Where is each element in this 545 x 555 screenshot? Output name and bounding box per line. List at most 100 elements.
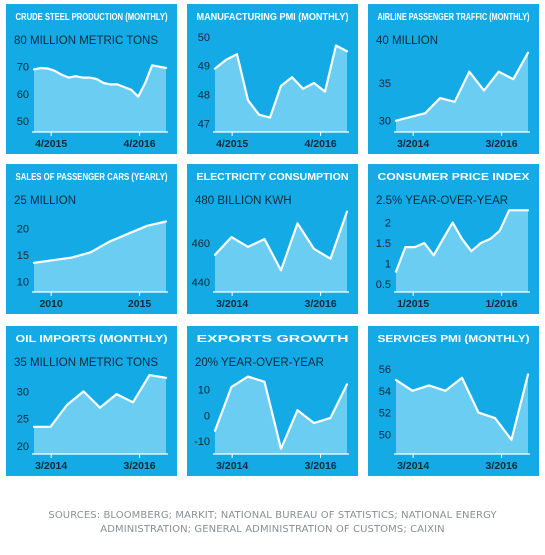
x-tick-label: 3/2014 xyxy=(397,138,429,150)
data-point xyxy=(70,256,73,259)
data-point xyxy=(423,242,426,244)
series-area xyxy=(34,221,166,292)
data-point xyxy=(453,101,456,103)
x-tick-label: 4/2015 xyxy=(35,138,67,150)
series-line xyxy=(394,51,530,122)
data-point xyxy=(517,209,520,212)
series-area xyxy=(34,65,166,132)
y-tick-label: 35 xyxy=(379,78,391,90)
y-tick-label: 10 xyxy=(17,276,29,288)
x-tick-label: 3/2016 xyxy=(305,298,337,310)
data-point xyxy=(127,232,130,235)
data-point xyxy=(395,270,397,273)
data-point xyxy=(395,379,397,381)
data-point xyxy=(130,89,133,91)
y-tick-label: 1 xyxy=(385,258,391,270)
series-area xyxy=(34,375,166,454)
y-tick-label: 2 xyxy=(385,218,391,230)
data-point xyxy=(480,242,482,244)
data-point xyxy=(54,70,56,72)
data-point xyxy=(236,53,238,55)
y-tick-label: 20 xyxy=(17,441,29,453)
data-point xyxy=(263,381,266,383)
data-point xyxy=(263,238,266,240)
y-tick-label: 15 xyxy=(17,250,29,262)
y-tick-label: 1.5 xyxy=(376,238,391,250)
data-point xyxy=(81,76,84,79)
data-point xyxy=(404,246,407,248)
data-point xyxy=(66,404,68,406)
data-point xyxy=(89,251,92,254)
data-point xyxy=(247,375,249,378)
x-tick-label: 3/2014 xyxy=(216,298,248,310)
data-point xyxy=(33,262,35,264)
data-point xyxy=(108,240,111,243)
chart-title: ELECTRICITY CONSUMPTION xyxy=(197,171,349,183)
data-point xyxy=(444,390,447,392)
y-tick-label: 47 xyxy=(198,118,210,130)
data-point xyxy=(477,411,480,414)
chart-panel: EXPORTS GROWTH 20% YEAR-OVER-YEAR 10 0 -10 3/… xyxy=(187,326,358,476)
series-line xyxy=(32,64,168,98)
data-point xyxy=(302,88,304,90)
chart-title: CONSUMER PRICE INDEX xyxy=(378,171,530,183)
data-point xyxy=(74,75,77,77)
data-point xyxy=(116,83,119,86)
y-tick-label: 70 xyxy=(17,62,29,74)
data-point xyxy=(165,377,167,379)
chart-panel: SERVICES PMI (MONTHLY) 56 54 52 50 3/2014 3/20… xyxy=(368,326,539,476)
x-tick-label: 1/2015 xyxy=(397,298,429,310)
data-point xyxy=(158,65,160,68)
data-point xyxy=(33,426,35,428)
series-area xyxy=(396,374,528,454)
data-point xyxy=(527,373,529,376)
data-point xyxy=(461,238,463,240)
data-point xyxy=(346,210,348,213)
data-point xyxy=(82,390,85,393)
y-tick-label: 50 xyxy=(17,116,29,128)
y-tick-label: 0.5 xyxy=(376,279,391,291)
chart-title: AIRLINE PASSENGER TRAFFIC (MONTHLY) xyxy=(378,11,530,23)
data-point xyxy=(247,99,249,102)
data-point xyxy=(395,119,397,122)
data-point xyxy=(280,85,282,87)
sources-line-1: SOURCES: BLOOMBERG; MARKIT; NATIONAL BUR… xyxy=(48,510,497,521)
y-tick-label: 30 xyxy=(17,386,29,398)
data-point xyxy=(33,68,35,71)
data-point xyxy=(47,67,49,70)
series-area xyxy=(215,211,347,292)
data-point xyxy=(432,254,435,257)
data-point xyxy=(280,448,282,450)
x-tick-label: 2010 xyxy=(39,298,63,310)
data-point xyxy=(296,409,299,411)
data-point xyxy=(313,422,315,424)
series-line xyxy=(32,220,168,265)
x-tick-label: 4/2016 xyxy=(305,138,337,150)
data-point xyxy=(497,70,500,73)
data-point xyxy=(313,248,315,250)
unit-label: 20% YEAR-OVER-YEAR xyxy=(195,357,324,369)
chart-panel: CONSUMER PRICE INDEX 2.5% YEAR-OVER-YEAR 2… xyxy=(368,164,539,314)
y-tick-label: 48 xyxy=(198,90,210,102)
data-point xyxy=(137,95,139,98)
data-point xyxy=(527,52,529,54)
data-point xyxy=(527,209,529,212)
data-point xyxy=(88,76,91,79)
series-area xyxy=(215,376,347,454)
data-point xyxy=(225,59,227,61)
chart-panel: SALES OF PASSENGER CARS (YEARLY) 25 MILLI… xyxy=(6,164,177,314)
data-point xyxy=(451,221,454,224)
unit-label: 35 MILLION METRIC TONS xyxy=(14,357,158,369)
chart-title: CRUDE STEEL PRODUCTION (MONTHLY) xyxy=(16,11,168,23)
chart-panel: MANUFACTURING PMI (MONTHLY) 50 49 48 47 4/201… xyxy=(187,4,358,154)
data-point xyxy=(144,82,146,84)
data-point xyxy=(165,67,167,69)
data-point xyxy=(40,67,42,69)
data-point xyxy=(258,113,260,116)
data-point xyxy=(335,44,337,47)
x-tick-label: 3/2014 xyxy=(35,460,67,472)
data-point xyxy=(439,97,441,99)
data-point xyxy=(214,430,216,432)
series-area xyxy=(396,52,528,132)
data-point xyxy=(313,82,315,84)
